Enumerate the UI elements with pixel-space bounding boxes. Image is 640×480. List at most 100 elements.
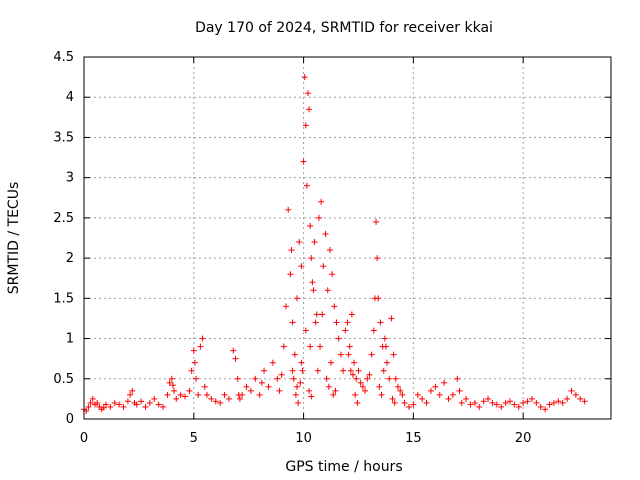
- data-point: [559, 399, 566, 406]
- data-point: [537, 403, 544, 410]
- data-point: [319, 311, 326, 318]
- data-point: [307, 343, 314, 350]
- data-point: [293, 383, 300, 390]
- data-point: [311, 239, 318, 246]
- data-point: [94, 399, 101, 406]
- data-point: [312, 319, 319, 326]
- data-point: [293, 295, 300, 302]
- data-point: [347, 367, 354, 374]
- data-point: [236, 395, 243, 402]
- data-point: [302, 122, 309, 129]
- data-point: [436, 391, 443, 398]
- data-point: [190, 347, 197, 354]
- data-point: [261, 367, 268, 374]
- data-point: [127, 391, 134, 398]
- data-point: [232, 355, 239, 362]
- data-point: [467, 401, 474, 408]
- data-point: [295, 399, 302, 406]
- data-point: [366, 371, 373, 378]
- x-tick-label: 20: [515, 431, 532, 446]
- data-point: [353, 375, 360, 382]
- data-point: [247, 387, 254, 394]
- data-point: [302, 327, 309, 334]
- data-point: [133, 401, 140, 408]
- data-point: [138, 398, 145, 405]
- data-point: [414, 391, 421, 398]
- data-point: [515, 403, 522, 410]
- data-point: [274, 375, 281, 382]
- data-point: [506, 398, 513, 405]
- data-point: [392, 375, 399, 382]
- data-point: [384, 359, 391, 366]
- data-point: [326, 247, 333, 254]
- data-point: [419, 395, 426, 402]
- data-point: [310, 287, 317, 294]
- data-point: [391, 399, 398, 406]
- data-point: [354, 399, 361, 406]
- data-point: [555, 398, 562, 405]
- data-point: [299, 367, 306, 374]
- data-point: [335, 335, 342, 342]
- data-point: [485, 395, 492, 402]
- data-point: [373, 218, 380, 225]
- data-point: [364, 375, 371, 382]
- grid: [84, 57, 611, 419]
- data-point: [564, 395, 571, 402]
- y-tick-label: 1.5: [53, 291, 74, 306]
- data-point: [432, 383, 439, 390]
- data-point: [502, 399, 509, 406]
- data-point: [323, 375, 330, 382]
- data-point: [308, 255, 315, 262]
- data-point: [480, 398, 487, 405]
- data-point: [287, 271, 294, 278]
- data-point: [116, 401, 123, 408]
- data-point: [476, 403, 483, 410]
- data-point: [376, 383, 383, 390]
- data-point: [328, 359, 335, 366]
- data-point: [550, 399, 557, 406]
- data-point: [171, 387, 178, 394]
- data-point: [280, 343, 287, 350]
- data-point: [304, 90, 311, 97]
- data-point: [173, 395, 180, 402]
- data-point: [572, 391, 579, 398]
- data-point: [252, 375, 259, 382]
- data-point: [290, 375, 297, 382]
- data-point: [386, 375, 393, 382]
- y-tick-label: 3.5: [53, 130, 74, 145]
- data-point: [297, 379, 304, 386]
- data-point: [309, 279, 316, 286]
- data-point: [212, 398, 219, 405]
- data-point: [256, 391, 263, 398]
- data-point: [348, 311, 355, 318]
- data-point: [306, 106, 313, 113]
- data-point: [410, 401, 417, 408]
- data-point: [285, 206, 292, 213]
- data-point: [331, 303, 338, 310]
- data-point: [524, 398, 531, 405]
- data-point: [380, 367, 387, 374]
- data-point: [301, 74, 308, 81]
- data-point: [423, 399, 430, 406]
- data-point: [325, 383, 332, 390]
- data-point: [389, 395, 396, 402]
- x-axis-label: GPS time / hours: [285, 459, 402, 475]
- data-point: [568, 387, 575, 394]
- data-point: [405, 403, 412, 410]
- data-point: [276, 387, 283, 394]
- data-point: [368, 351, 375, 358]
- data-point: [528, 395, 535, 402]
- data-point: [355, 367, 362, 374]
- data-point: [340, 367, 347, 374]
- data-point: [397, 387, 404, 394]
- x-tick-label: 5: [190, 431, 198, 446]
- data-point: [382, 343, 389, 350]
- data-point: [300, 158, 307, 165]
- data-point: [166, 379, 173, 386]
- data-point: [377, 319, 384, 326]
- data-point: [201, 383, 208, 390]
- data-point: [357, 379, 364, 386]
- data-point: [308, 393, 315, 400]
- data-point: [296, 239, 303, 246]
- data-point: [346, 343, 353, 350]
